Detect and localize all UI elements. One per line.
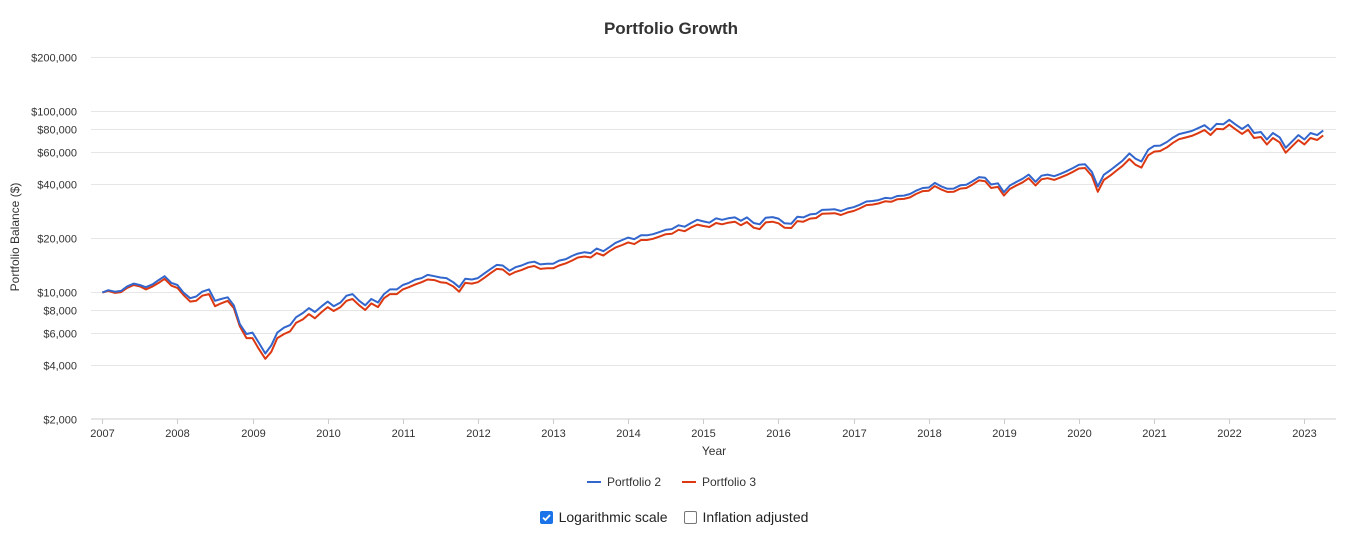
x-tick-label: 2017 (842, 428, 866, 440)
y-tick-label: $4,000 (43, 361, 77, 373)
x-tick-label: 2013 (541, 428, 565, 440)
x-tick-label: 2023 (1292, 428, 1316, 440)
y-axis-title: Portfolio Balance ($) (8, 183, 22, 292)
log-scale-option[interactable]: Logarithmic scale (539, 509, 668, 525)
x-tick-label: 2015 (691, 428, 715, 440)
x-tick-label: 2021 (1142, 428, 1166, 440)
x-tick-label: 2008 (165, 428, 189, 440)
y-tick-label: $40,000 (37, 180, 77, 192)
checkmark-icon (541, 513, 551, 521)
x-tick-label: 2016 (766, 428, 790, 440)
x-tick-labels: 2007 2008 2009 2010 2011 2012 2013 2014 2015 2016… (90, 419, 1317, 440)
series-line-portfolio-3[interactable] (102, 123, 1324, 360)
y-tick-label: $100,000 (31, 107, 77, 119)
x-tick-label: 2018 (917, 428, 941, 440)
inflation-checkbox[interactable] (683, 510, 697, 524)
series-lines (101, 118, 1324, 360)
y-tick-label: $6,000 (43, 329, 77, 341)
log-scale-label: Logarithmic scale (558, 509, 668, 525)
x-tick-label: 2014 (616, 428, 640, 440)
inflation-label: Inflation adjusted (702, 509, 809, 525)
y-tick-label: $20,000 (37, 234, 77, 246)
portfolio-growth-chart: Portfolio Growth $2,000 $4,000 $6,000 $8,00… (8, 19, 1336, 489)
y-tick-label: $8,000 (43, 306, 77, 318)
y-tick-label: $80,000 (37, 125, 77, 137)
legend-item-label[interactable]: Portfolio 3 (702, 475, 756, 489)
y-tick-label: $60,000 (37, 148, 77, 160)
x-tick-label: 2010 (316, 428, 340, 440)
x-tick-label: 2007 (90, 428, 114, 440)
legend-item-label[interactable]: Portfolio 2 (607, 475, 661, 489)
x-tick-label: 2022 (1217, 428, 1241, 440)
x-tick-label: 2020 (1067, 428, 1091, 440)
inflation-option[interactable]: Inflation adjusted (683, 509, 809, 525)
chart-title: Portfolio Growth (604, 19, 738, 38)
grid (91, 57, 1336, 366)
y-tick-label: $200,000 (31, 53, 77, 65)
x-tick-label: 2011 (392, 428, 416, 440)
series-line-portfolio-2[interactable] (101, 118, 1324, 355)
y-tick-label: $10,000 (37, 288, 77, 300)
chart-options: Logarithmic scale Inflation adjusted (0, 509, 1348, 525)
y-tick-label: $2,000 (43, 415, 77, 427)
y-tick-labels: $2,000 $4,000 $6,000 $8,000 $10,000 $20,000 $4… (31, 53, 77, 427)
legend[interactable]: Portfolio 2 Portfolio 3 (587, 475, 756, 489)
x-tick-label: 2012 (466, 428, 490, 440)
x-tick-label: 2009 (241, 428, 265, 440)
log-scale-checkbox[interactable] (539, 510, 553, 524)
x-tick-label: 2019 (992, 428, 1016, 440)
x-axis-title: Year (702, 444, 726, 458)
